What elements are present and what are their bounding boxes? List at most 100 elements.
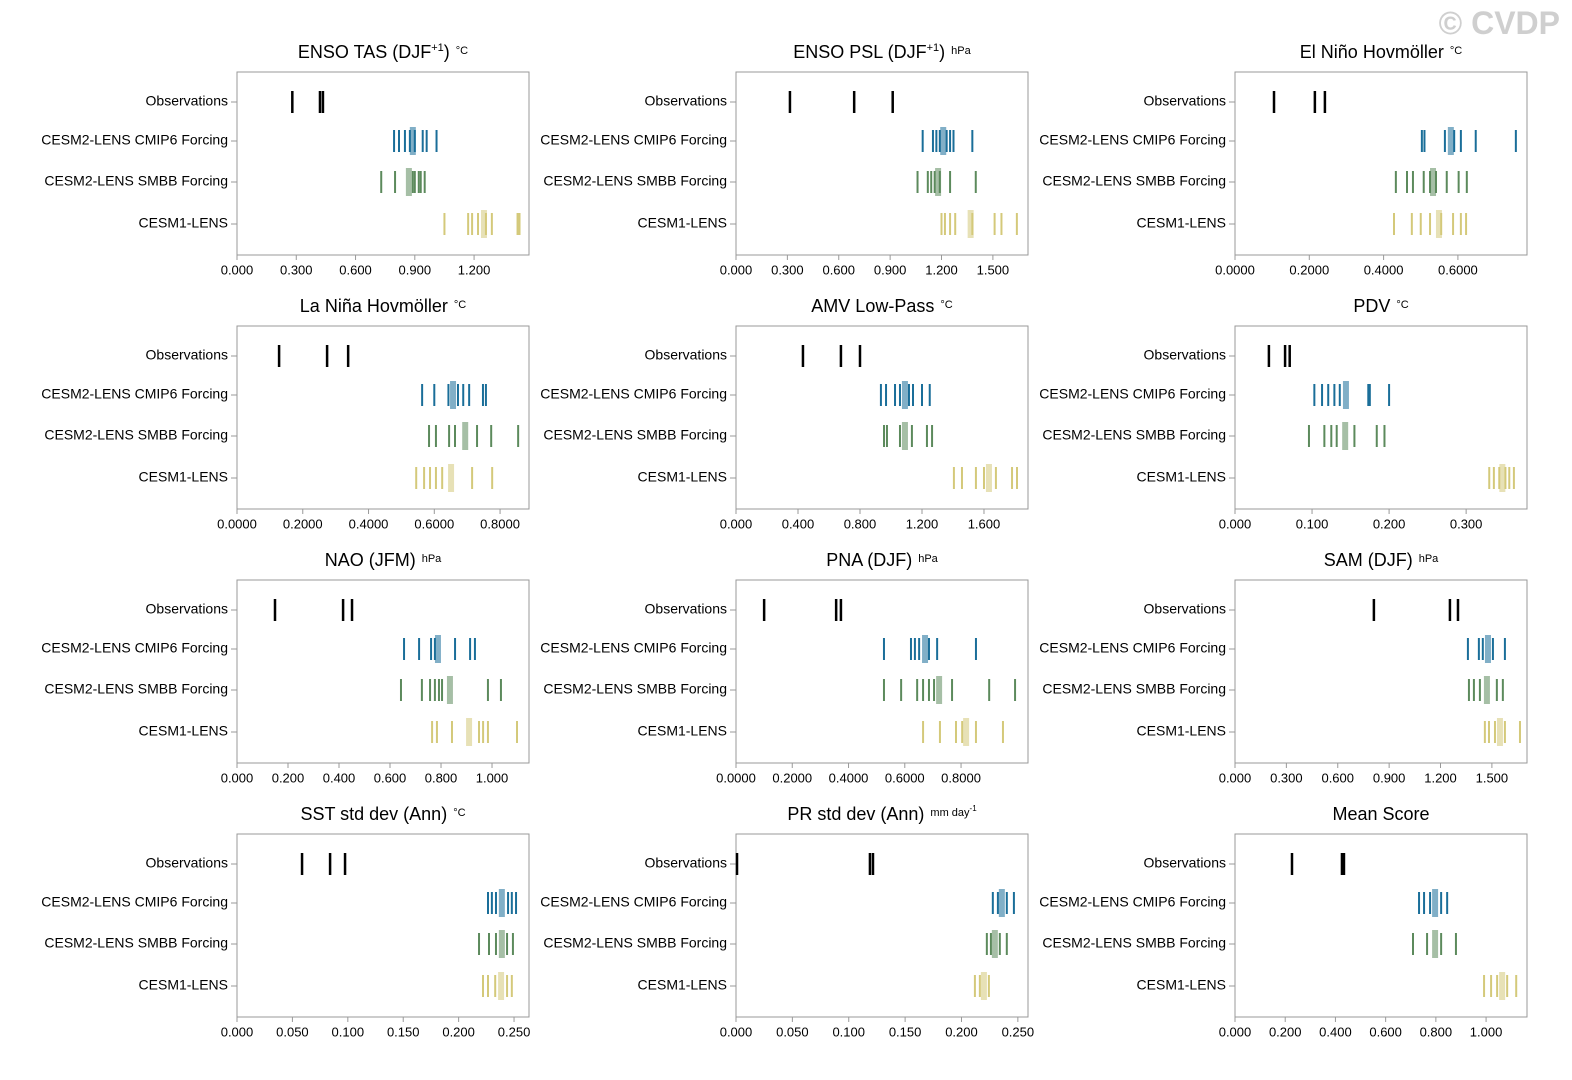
x-tick-label: 0.4000 (1364, 262, 1404, 277)
plot-frame (236, 71, 530, 256)
row-label: CESM2-LENS CMIP6 Forcing (540, 640, 727, 656)
row-label: Observations (146, 601, 228, 617)
panel: SST std dev (Ann) °C 0.000 0.050 0.100 0.150 0… (41, 804, 530, 1039)
units: hPa (918, 553, 938, 565)
ensemble-mean (936, 676, 943, 704)
row-label: CESM1-LENS (1137, 977, 1226, 993)
units: °C (454, 299, 466, 311)
x-tick-label: 0.100 (832, 1024, 865, 1039)
ensemble-mean (498, 930, 505, 958)
ensemble-mean (1499, 464, 1506, 492)
x-tick-label: 0.300 (280, 262, 313, 277)
row-label: Observations (146, 93, 228, 109)
ensemble-mean (1496, 718, 1503, 746)
row-label: CESM2-LENS SMBB Forcing (44, 681, 228, 697)
plot-frame (236, 579, 530, 764)
ensemble-mean (462, 422, 469, 450)
units: mm day (930, 807, 970, 819)
units: °C (1396, 299, 1408, 311)
ensemble-mean (1484, 635, 1491, 663)
x-tick-label: 0.000 (720, 1024, 753, 1039)
x-tick-label: 0.2000 (772, 770, 812, 785)
row-label: CESM2-LENS CMIP6 Forcing (1039, 386, 1226, 402)
units: °C (453, 807, 465, 819)
title: Mean Score (1332, 804, 1429, 824)
panel-title: PDV °C (1353, 296, 1408, 316)
x-tick-label: 1.000 (1470, 1024, 1503, 1039)
x-tick-label: 0.200 (1269, 1024, 1302, 1039)
panel: NAO (JFM) hPa 0.000 0.200 0.400 0.600 0.800 1.0… (41, 550, 530, 785)
x-tick-label: 0.400 (323, 770, 356, 785)
x-tick-label: 1.200 (1424, 770, 1457, 785)
units: °C (1450, 45, 1462, 57)
panel-title: SAM (DJF) hPa (1324, 550, 1439, 570)
panel-title: ENSO TAS (DJF+1) °C (298, 42, 468, 62)
x-tick-label: 0.400 (782, 516, 815, 531)
x-tick-label: 0.6000 (414, 516, 454, 531)
x-tick-label: 0.600 (374, 770, 407, 785)
row-label: CESM1-LENS (1137, 723, 1226, 739)
row-label: CESM1-LENS (1137, 215, 1226, 231)
ensemble-mean (1342, 381, 1349, 409)
row-label: CESM2-LENS SMBB Forcing (1042, 681, 1226, 697)
row-label: CESM2-LENS CMIP6 Forcing (540, 894, 727, 910)
panel-title: Mean Score (1332, 804, 1429, 824)
title: PR std dev (Ann) (787, 804, 924, 824)
ensemble-mean (1483, 676, 1490, 704)
panel-title: NAO (JFM) hPa (325, 550, 442, 570)
units-sup: -1 (970, 804, 978, 813)
x-tick-label: 1.500 (1476, 770, 1509, 785)
panel: El Niño Hovmöller °C 0.0000 0.2000 0.4000 0.6… (1039, 42, 1528, 277)
row-label: CESM2-LENS SMBB Forcing (1042, 935, 1226, 951)
units: hPa (1419, 553, 1439, 565)
row-label: CESM2-LENS SMBB Forcing (44, 427, 228, 443)
panel-title: La Niña Hovmöller °C (300, 296, 466, 316)
row-label: Observations (645, 93, 727, 109)
plot-frame (1234, 833, 1528, 1018)
x-tick-label: 0.000 (1219, 516, 1252, 531)
row-label: Observations (645, 347, 727, 363)
ensemble-mean (480, 210, 487, 238)
x-tick-label: 0.900 (399, 262, 432, 277)
row-label: CESM2-LENS SMBB Forcing (44, 173, 228, 189)
row-label: CESM1-LENS (139, 215, 228, 231)
panel: ENSO PSL (DJF+1) hPa 0.000 0.300 0.600 0.900 1… (540, 42, 1029, 277)
watermark: © CVDP (1439, 5, 1560, 41)
row-label: CESM2-LENS SMBB Forcing (543, 427, 727, 443)
plot-frame (735, 579, 1029, 764)
ensemble-mean (985, 464, 992, 492)
row-label: Observations (146, 347, 228, 363)
row-label: Observations (1144, 93, 1226, 109)
x-tick-label: 0.600 (1321, 770, 1354, 785)
title: El Niño Hovmöller (1300, 42, 1444, 62)
ensemble-mean (967, 210, 974, 238)
title-end: ) (444, 42, 450, 62)
plot-frame (1234, 579, 1528, 764)
ensemble-mean (1342, 422, 1349, 450)
panel: SAM (DJF) hPa 0.000 0.300 0.600 0.900 1.200 1.5… (1039, 550, 1528, 785)
x-tick-label: 0.800 (844, 516, 877, 531)
ensemble-mean (466, 718, 473, 746)
row-label: CESM2-LENS CMIP6 Forcing (41, 386, 228, 402)
title: ENSO TAS (DJF (298, 42, 431, 62)
ensemble-mean (935, 168, 942, 196)
ensemble-mean (922, 635, 929, 663)
ensemble-mean (940, 127, 947, 155)
panel-title: PR std dev (Ann) mm day-1 (787, 804, 977, 824)
x-tick-label: 0.600 (1369, 1024, 1402, 1039)
x-tick-label: 1.000 (476, 770, 509, 785)
x-tick-label: 0.200 (272, 770, 305, 785)
x-tick-label: 1.500 (977, 262, 1010, 277)
x-tick-label: 0.000 (1219, 1024, 1252, 1039)
x-tick-label: 0.300 (771, 262, 804, 277)
x-tick-label: 0.600 (339, 262, 372, 277)
panel-title: AMV Low-Pass °C (811, 296, 952, 316)
row-label: CESM1-LENS (638, 215, 727, 231)
panel: PR std dev (Ann) mm day-1 0.000 0.050 0.100 0… (540, 804, 1034, 1039)
x-tick-label: 0.0000 (1215, 262, 1255, 277)
x-tick-label: 0.250 (498, 1024, 531, 1039)
row-label: CESM2-LENS CMIP6 Forcing (1039, 640, 1226, 656)
row-label: Observations (1144, 347, 1226, 363)
row-label: Observations (146, 855, 228, 871)
